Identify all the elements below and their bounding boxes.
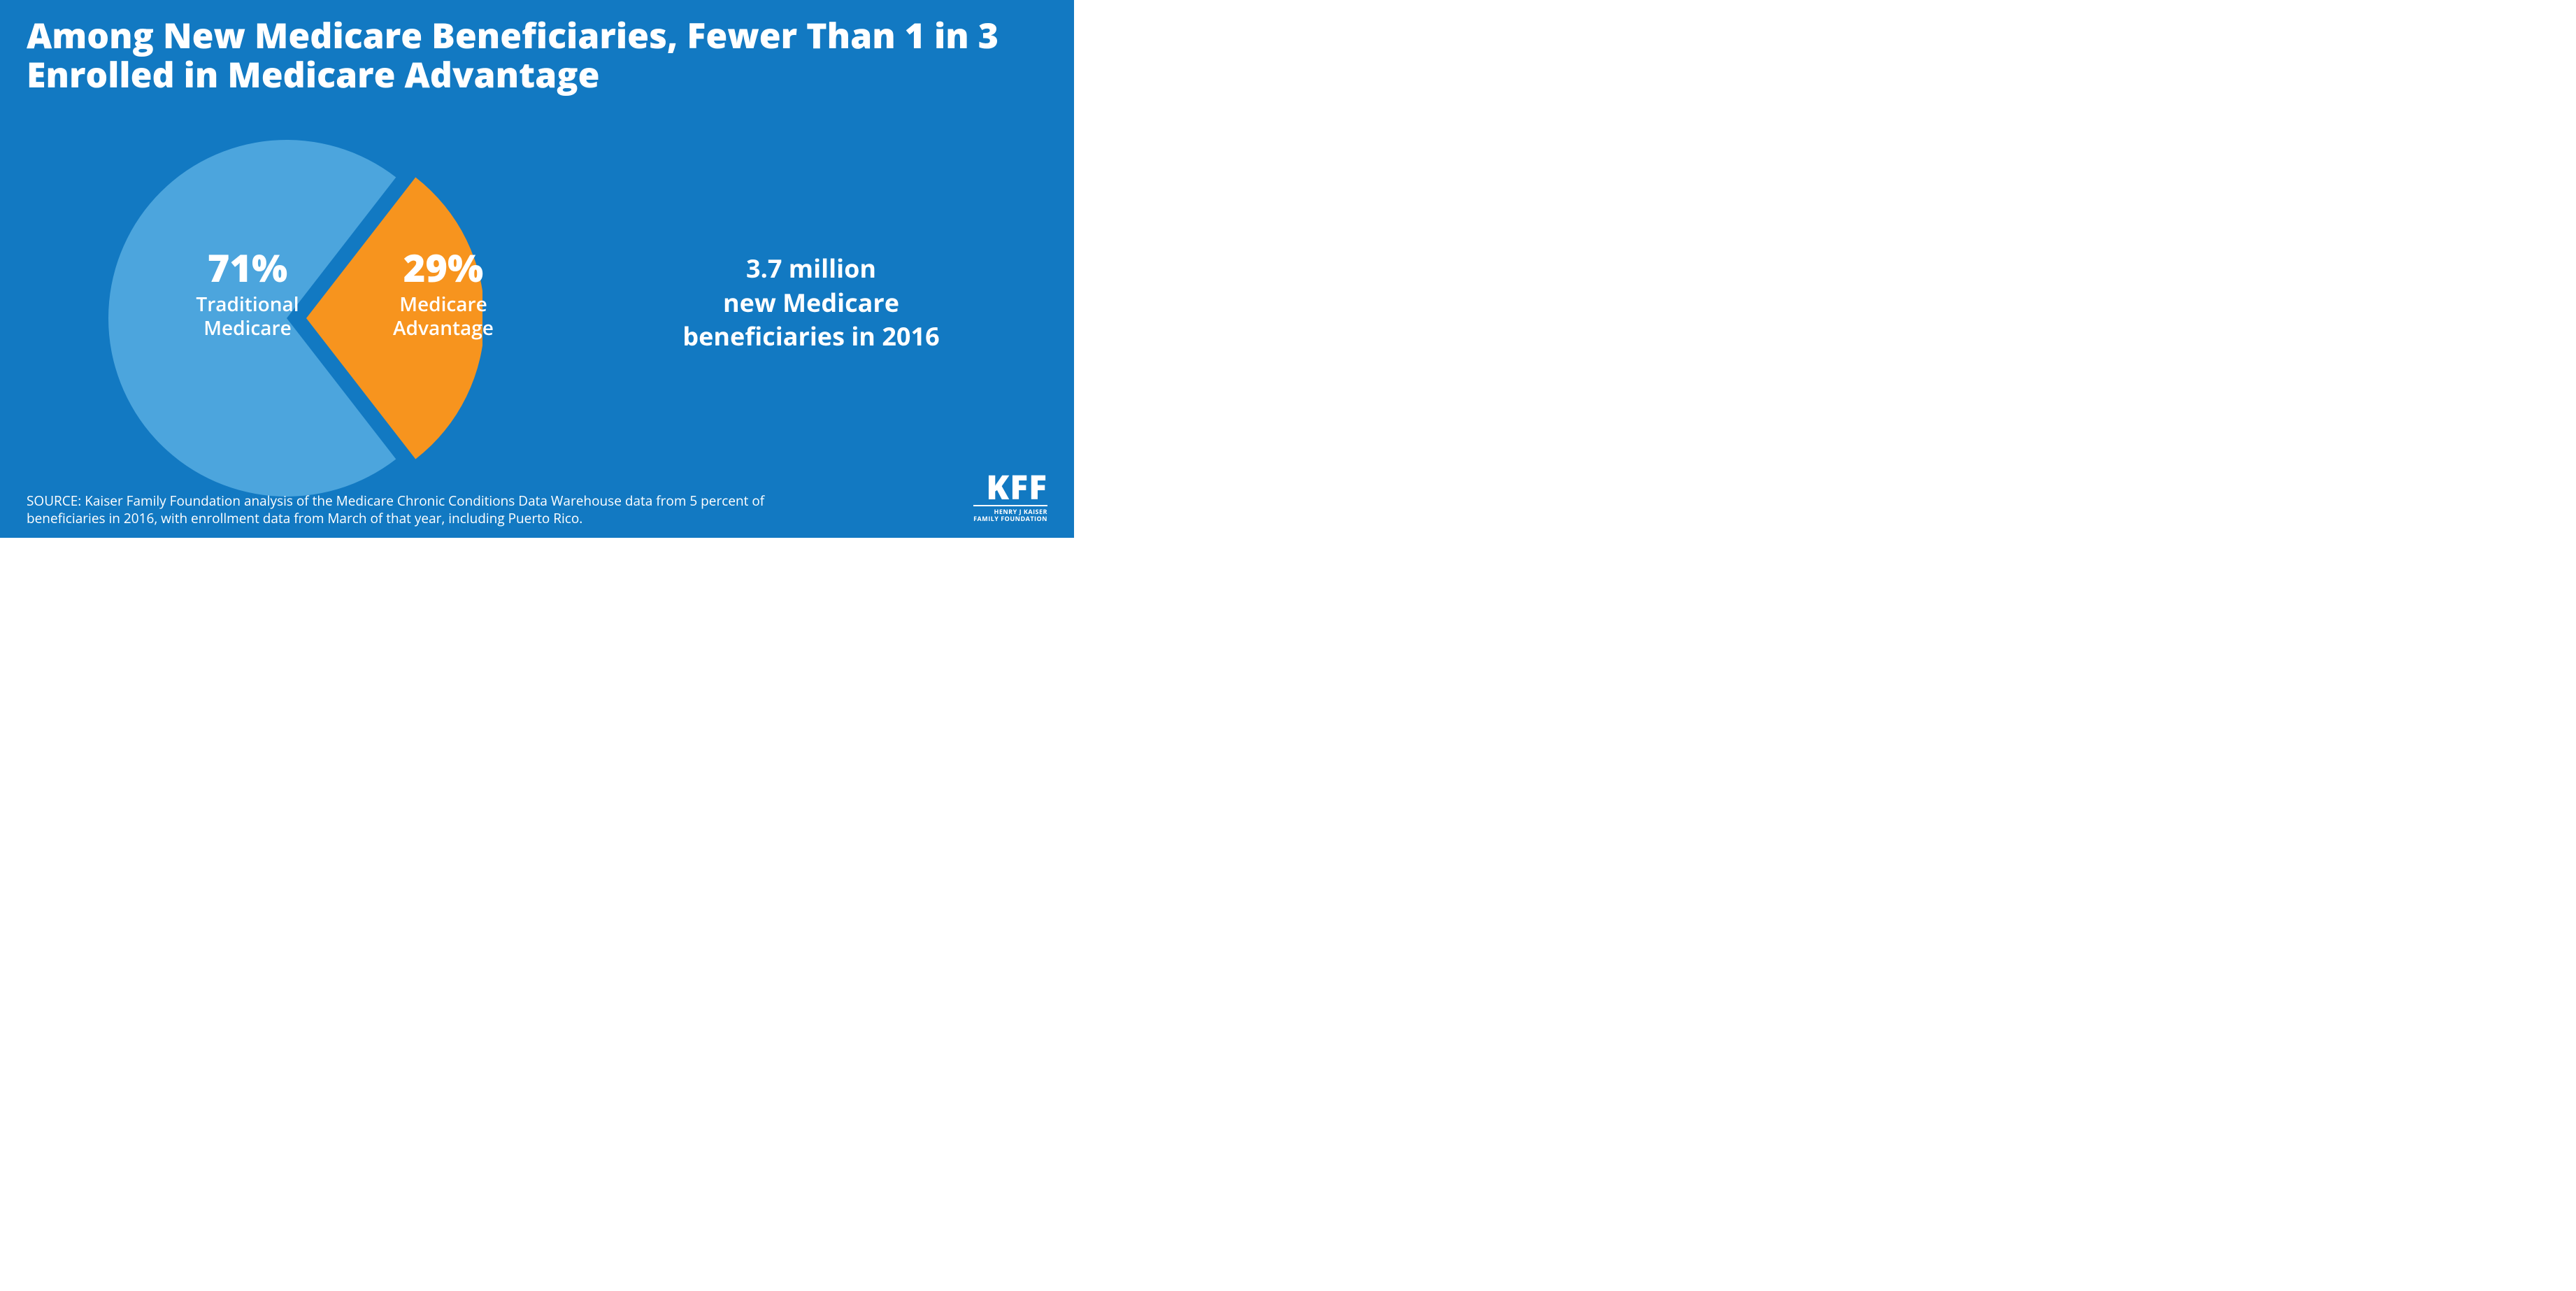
kff-logo-sub: HENRY J KAISERFAMILY FOUNDATION xyxy=(973,505,1047,522)
kff-logo-main: KFF xyxy=(973,472,1047,502)
pie-name-advantage: MedicareAdvantage xyxy=(366,293,520,340)
source-note: SOURCE: Kaiser Family Foundation analysi… xyxy=(27,492,810,527)
pie-label-advantage: 29% MedicareAdvantage xyxy=(366,248,520,340)
pie-name-traditional: TraditionalMedicare xyxy=(157,293,338,340)
infographic-root: Among New Medicare Beneficiaries, Fewer … xyxy=(0,0,1074,538)
pie-pct-advantage: 29% xyxy=(366,248,520,286)
headline-title: Among New Medicare Beneficiaries, Fewer … xyxy=(27,15,1032,94)
pie-pct-traditional: 71% xyxy=(157,248,338,286)
pie-label-traditional: 71% TraditionalMedicare xyxy=(157,248,338,340)
callout-text: 3.7 millionnew Medicarebeneficiaries in … xyxy=(615,252,1007,354)
pie-chart: 71% TraditionalMedicare 29% MedicareAdva… xyxy=(91,122,482,514)
kff-logo: KFF HENRY J KAISERFAMILY FOUNDATION xyxy=(973,472,1047,522)
